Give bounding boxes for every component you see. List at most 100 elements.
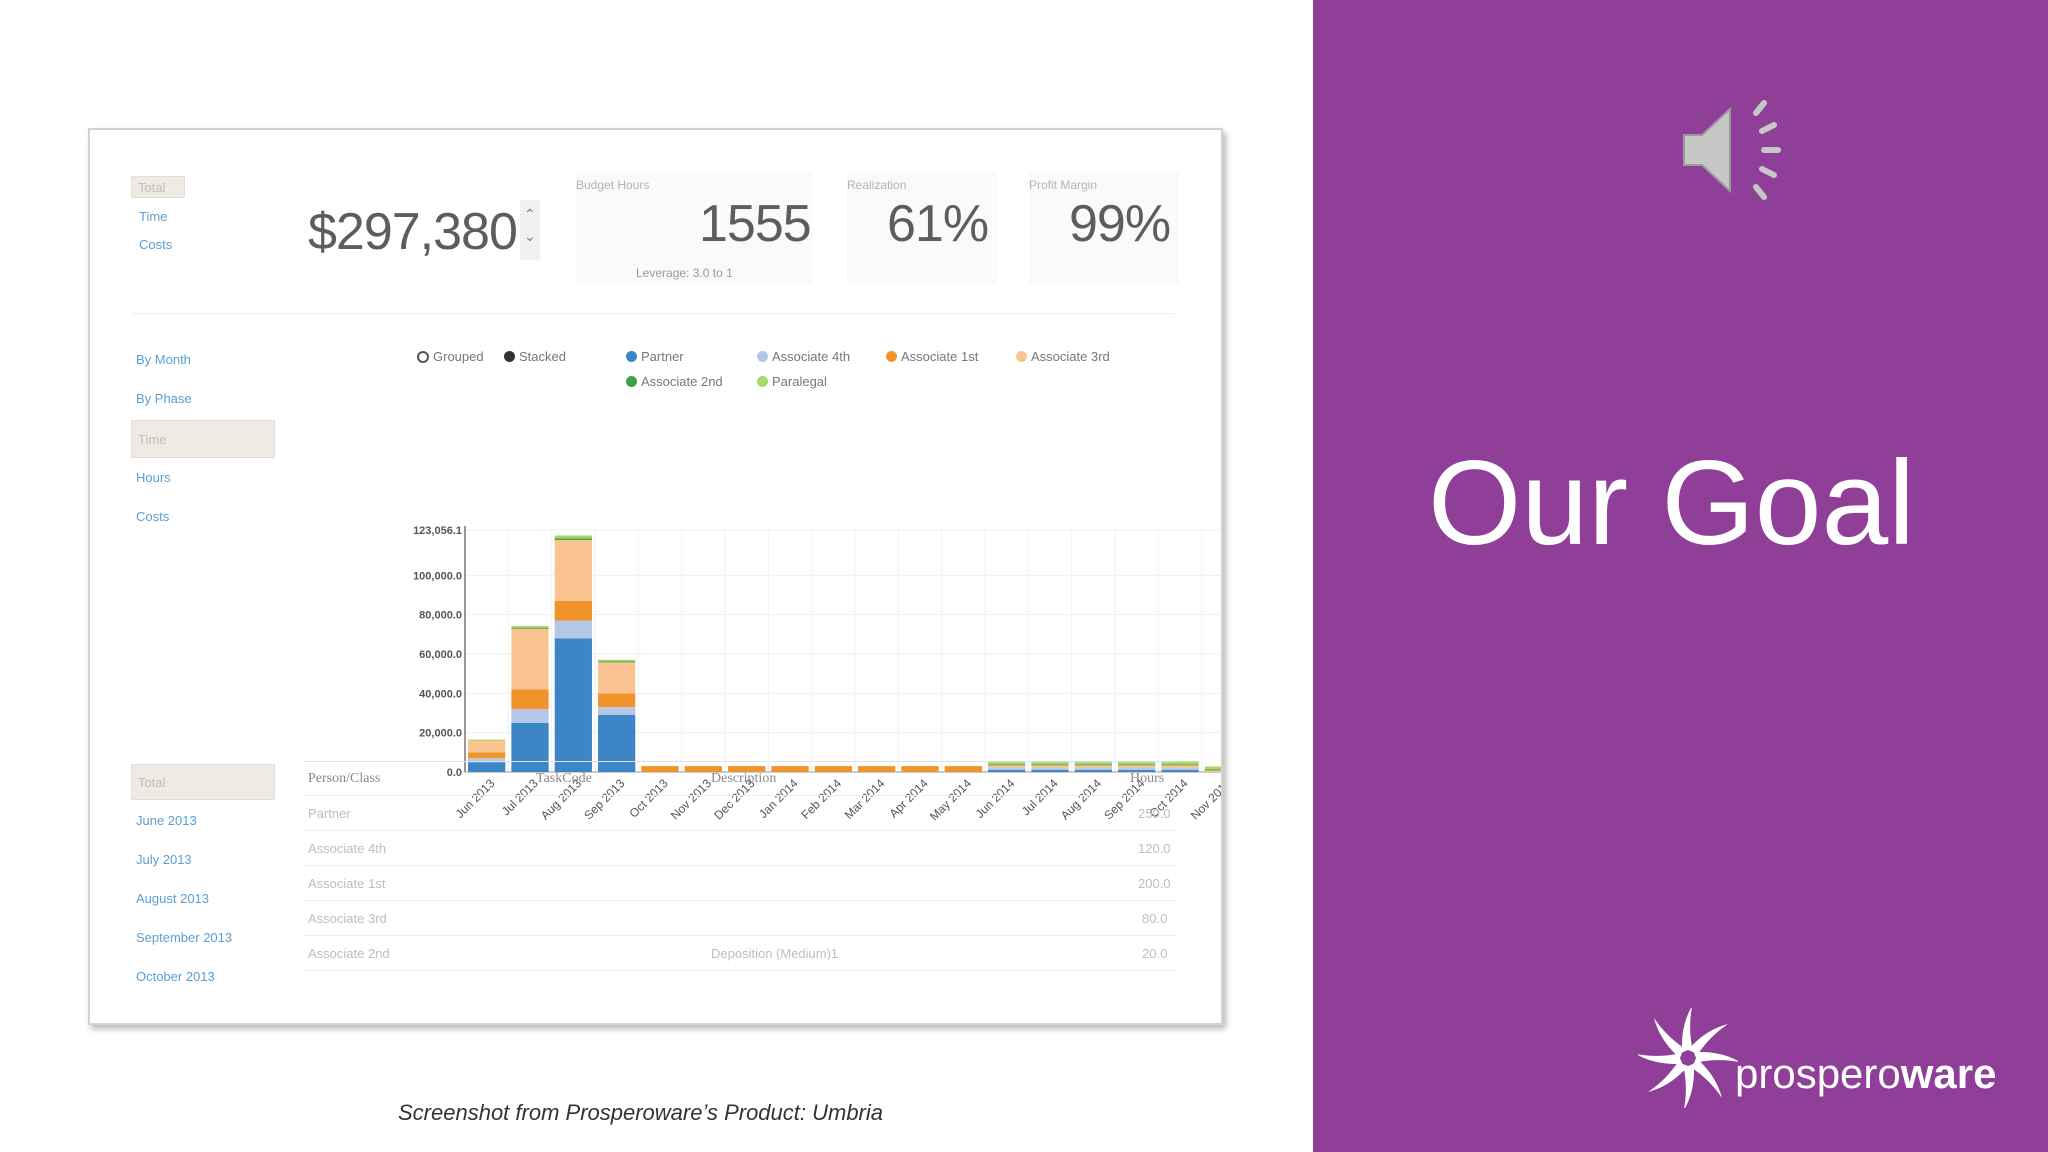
y-tick-label: 80,000.0 bbox=[419, 610, 462, 622]
legend-label: Associate 2nd bbox=[641, 374, 723, 389]
row-divider bbox=[303, 935, 1175, 936]
cell-hours: 250.0 bbox=[1138, 806, 1171, 821]
bar-segment bbox=[468, 752, 506, 759]
nav-total-selected[interactable]: Total bbox=[131, 176, 185, 198]
bar-segment bbox=[1161, 768, 1199, 771]
nav-total-period-selected[interactable]: Total bbox=[131, 764, 275, 800]
brand-bold: ware bbox=[1900, 1050, 1997, 1097]
cell-description: Deposition (Medium)1 bbox=[711, 946, 839, 961]
bar-segment bbox=[1118, 764, 1156, 766]
bar-segment bbox=[598, 661, 636, 663]
bar-segment bbox=[554, 600, 592, 621]
nav-period-link[interactable]: July 2013 bbox=[136, 852, 192, 867]
bar-segment bbox=[1074, 764, 1112, 766]
legend-label: Associate 3rd bbox=[1031, 349, 1110, 364]
bar-segment bbox=[511, 689, 549, 710]
legend-item[interactable]: Partner bbox=[626, 349, 684, 364]
nav-costs-link-2[interactable]: Costs bbox=[136, 509, 170, 524]
bar-segment bbox=[1074, 768, 1112, 771]
total-amount: $297,380 bbox=[308, 203, 518, 261]
bar-segment bbox=[598, 714, 636, 772]
nav-period-link[interactable]: June 2013 bbox=[136, 813, 197, 828]
bar-segment bbox=[1074, 770, 1112, 772]
brand-wordmark: prosperoware bbox=[1735, 1050, 1997, 1098]
nav-period-link[interactable]: August 2013 bbox=[136, 891, 210, 906]
x-tick-label: Nov 2014 bbox=[1188, 776, 1223, 822]
legend-label: Associate 1st bbox=[901, 349, 979, 364]
x-tick-label: Oct 2013 bbox=[626, 776, 671, 821]
kpi-profit-label: Profit Margin bbox=[1029, 178, 1098, 192]
bar-segment bbox=[468, 758, 506, 763]
kpi-profit-box: Profit Margin 99% bbox=[1029, 172, 1179, 284]
chevron-up-icon[interactable]: ⌃ bbox=[524, 206, 536, 222]
cell-hours: 200.0 bbox=[1138, 876, 1171, 891]
bar-segment bbox=[858, 766, 896, 772]
x-tick-label: Apr 2014 bbox=[886, 776, 931, 821]
cell-hours: 80.0 bbox=[1142, 911, 1168, 926]
bar-segment bbox=[598, 661, 636, 694]
title-panel bbox=[1313, 0, 2048, 1152]
bar-segment bbox=[1204, 766, 1221, 770]
x-tick-label: Aug 2014 bbox=[1058, 776, 1104, 822]
kpi-realization-label: Realization bbox=[847, 178, 907, 192]
legend-swatch bbox=[757, 376, 768, 387]
row-divider bbox=[303, 900, 1175, 901]
y-tick-label: 123,056.1 bbox=[413, 525, 462, 537]
app-screenshot: Total Time Costs $297,380 ⌃ ⌄ Budget Hou… bbox=[88, 128, 1223, 1025]
slide-title: Our Goal bbox=[1428, 436, 1915, 570]
nav-time-selected[interactable]: Time bbox=[131, 420, 275, 458]
legend-item[interactable]: Associate 3rd bbox=[1016, 349, 1110, 364]
grouped-option[interactable]: Grouped bbox=[417, 349, 484, 364]
nav-period-link[interactable]: October 2013 bbox=[136, 969, 215, 984]
stacked-option[interactable]: Stacked bbox=[504, 349, 566, 364]
screenshot-caption: Screenshot from Prosperoware’s Product: … bbox=[398, 1100, 884, 1125]
col-header-hours[interactable]: Hours bbox=[1130, 771, 1165, 786]
row-divider bbox=[303, 830, 1175, 831]
bar-segment bbox=[468, 740, 506, 753]
legend-item[interactable]: Associate 2nd bbox=[626, 374, 723, 389]
nav-hours-link[interactable]: Hours bbox=[136, 470, 171, 485]
legend-item[interactable]: Associate 1st bbox=[886, 349, 978, 364]
bar-segment bbox=[468, 762, 506, 772]
bar-segment bbox=[554, 638, 592, 772]
radio-filled-icon[interactable] bbox=[504, 351, 515, 362]
nav-by-month-link[interactable]: By Month bbox=[136, 352, 191, 367]
bar-segment bbox=[1118, 770, 1156, 772]
bar-segment bbox=[468, 739, 506, 741]
nav-period-link[interactable]: September 2013 bbox=[136, 930, 233, 945]
row-divider bbox=[303, 970, 1175, 971]
kpi-realization-box: Realization 61% bbox=[847, 172, 997, 284]
bar-segment bbox=[1161, 761, 1199, 765]
nav-costs-link[interactable]: Costs bbox=[139, 237, 173, 252]
radio-empty-icon[interactable] bbox=[417, 350, 429, 363]
bar-segment bbox=[554, 539, 592, 601]
amount-spinner[interactable]: ⌃ ⌄ bbox=[520, 200, 540, 260]
col-header-person[interactable]: Person/Class bbox=[308, 771, 381, 786]
cell-person: Associate 4th bbox=[308, 841, 387, 856]
stacked-label: Stacked bbox=[519, 349, 566, 364]
x-tick-label: Feb 2014 bbox=[798, 776, 844, 822]
legend-swatch bbox=[1016, 351, 1027, 362]
nav-time-link[interactable]: Time bbox=[139, 209, 168, 224]
legend-item[interactable]: Associate 4th bbox=[757, 349, 850, 364]
table-top-rule bbox=[303, 761, 1175, 762]
hours-chart: 123,056.1 100,000.0 80,000.0 60,000.0 40,000… bbox=[413, 525, 1223, 823]
kpi-budget-label: Budget Hours bbox=[576, 178, 650, 192]
bar-segment bbox=[1031, 764, 1069, 766]
kpi-profit-value: 99% bbox=[1069, 195, 1171, 253]
chevron-down-icon[interactable]: ⌄ bbox=[524, 228, 536, 244]
nav-by-phase-link[interactable]: By Phase bbox=[136, 391, 192, 406]
bar-segment bbox=[1161, 770, 1199, 772]
bar-segment bbox=[1118, 768, 1156, 771]
cell-person: Associate 3rd bbox=[308, 911, 387, 926]
col-header-description[interactable]: Description bbox=[711, 771, 777, 786]
bar-segment bbox=[728, 766, 766, 772]
bar-segment bbox=[554, 538, 592, 540]
x-tick-label: May 2014 bbox=[927, 776, 974, 823]
bar-segment bbox=[554, 535, 592, 539]
legend-item[interactable]: Paralegal bbox=[757, 374, 827, 389]
col-header-taskcode[interactable]: TaskCode bbox=[536, 771, 592, 786]
speaker-icon[interactable] bbox=[1680, 95, 1795, 205]
cell-person: Associate 1st bbox=[308, 876, 386, 891]
bar-segment bbox=[988, 765, 1026, 769]
